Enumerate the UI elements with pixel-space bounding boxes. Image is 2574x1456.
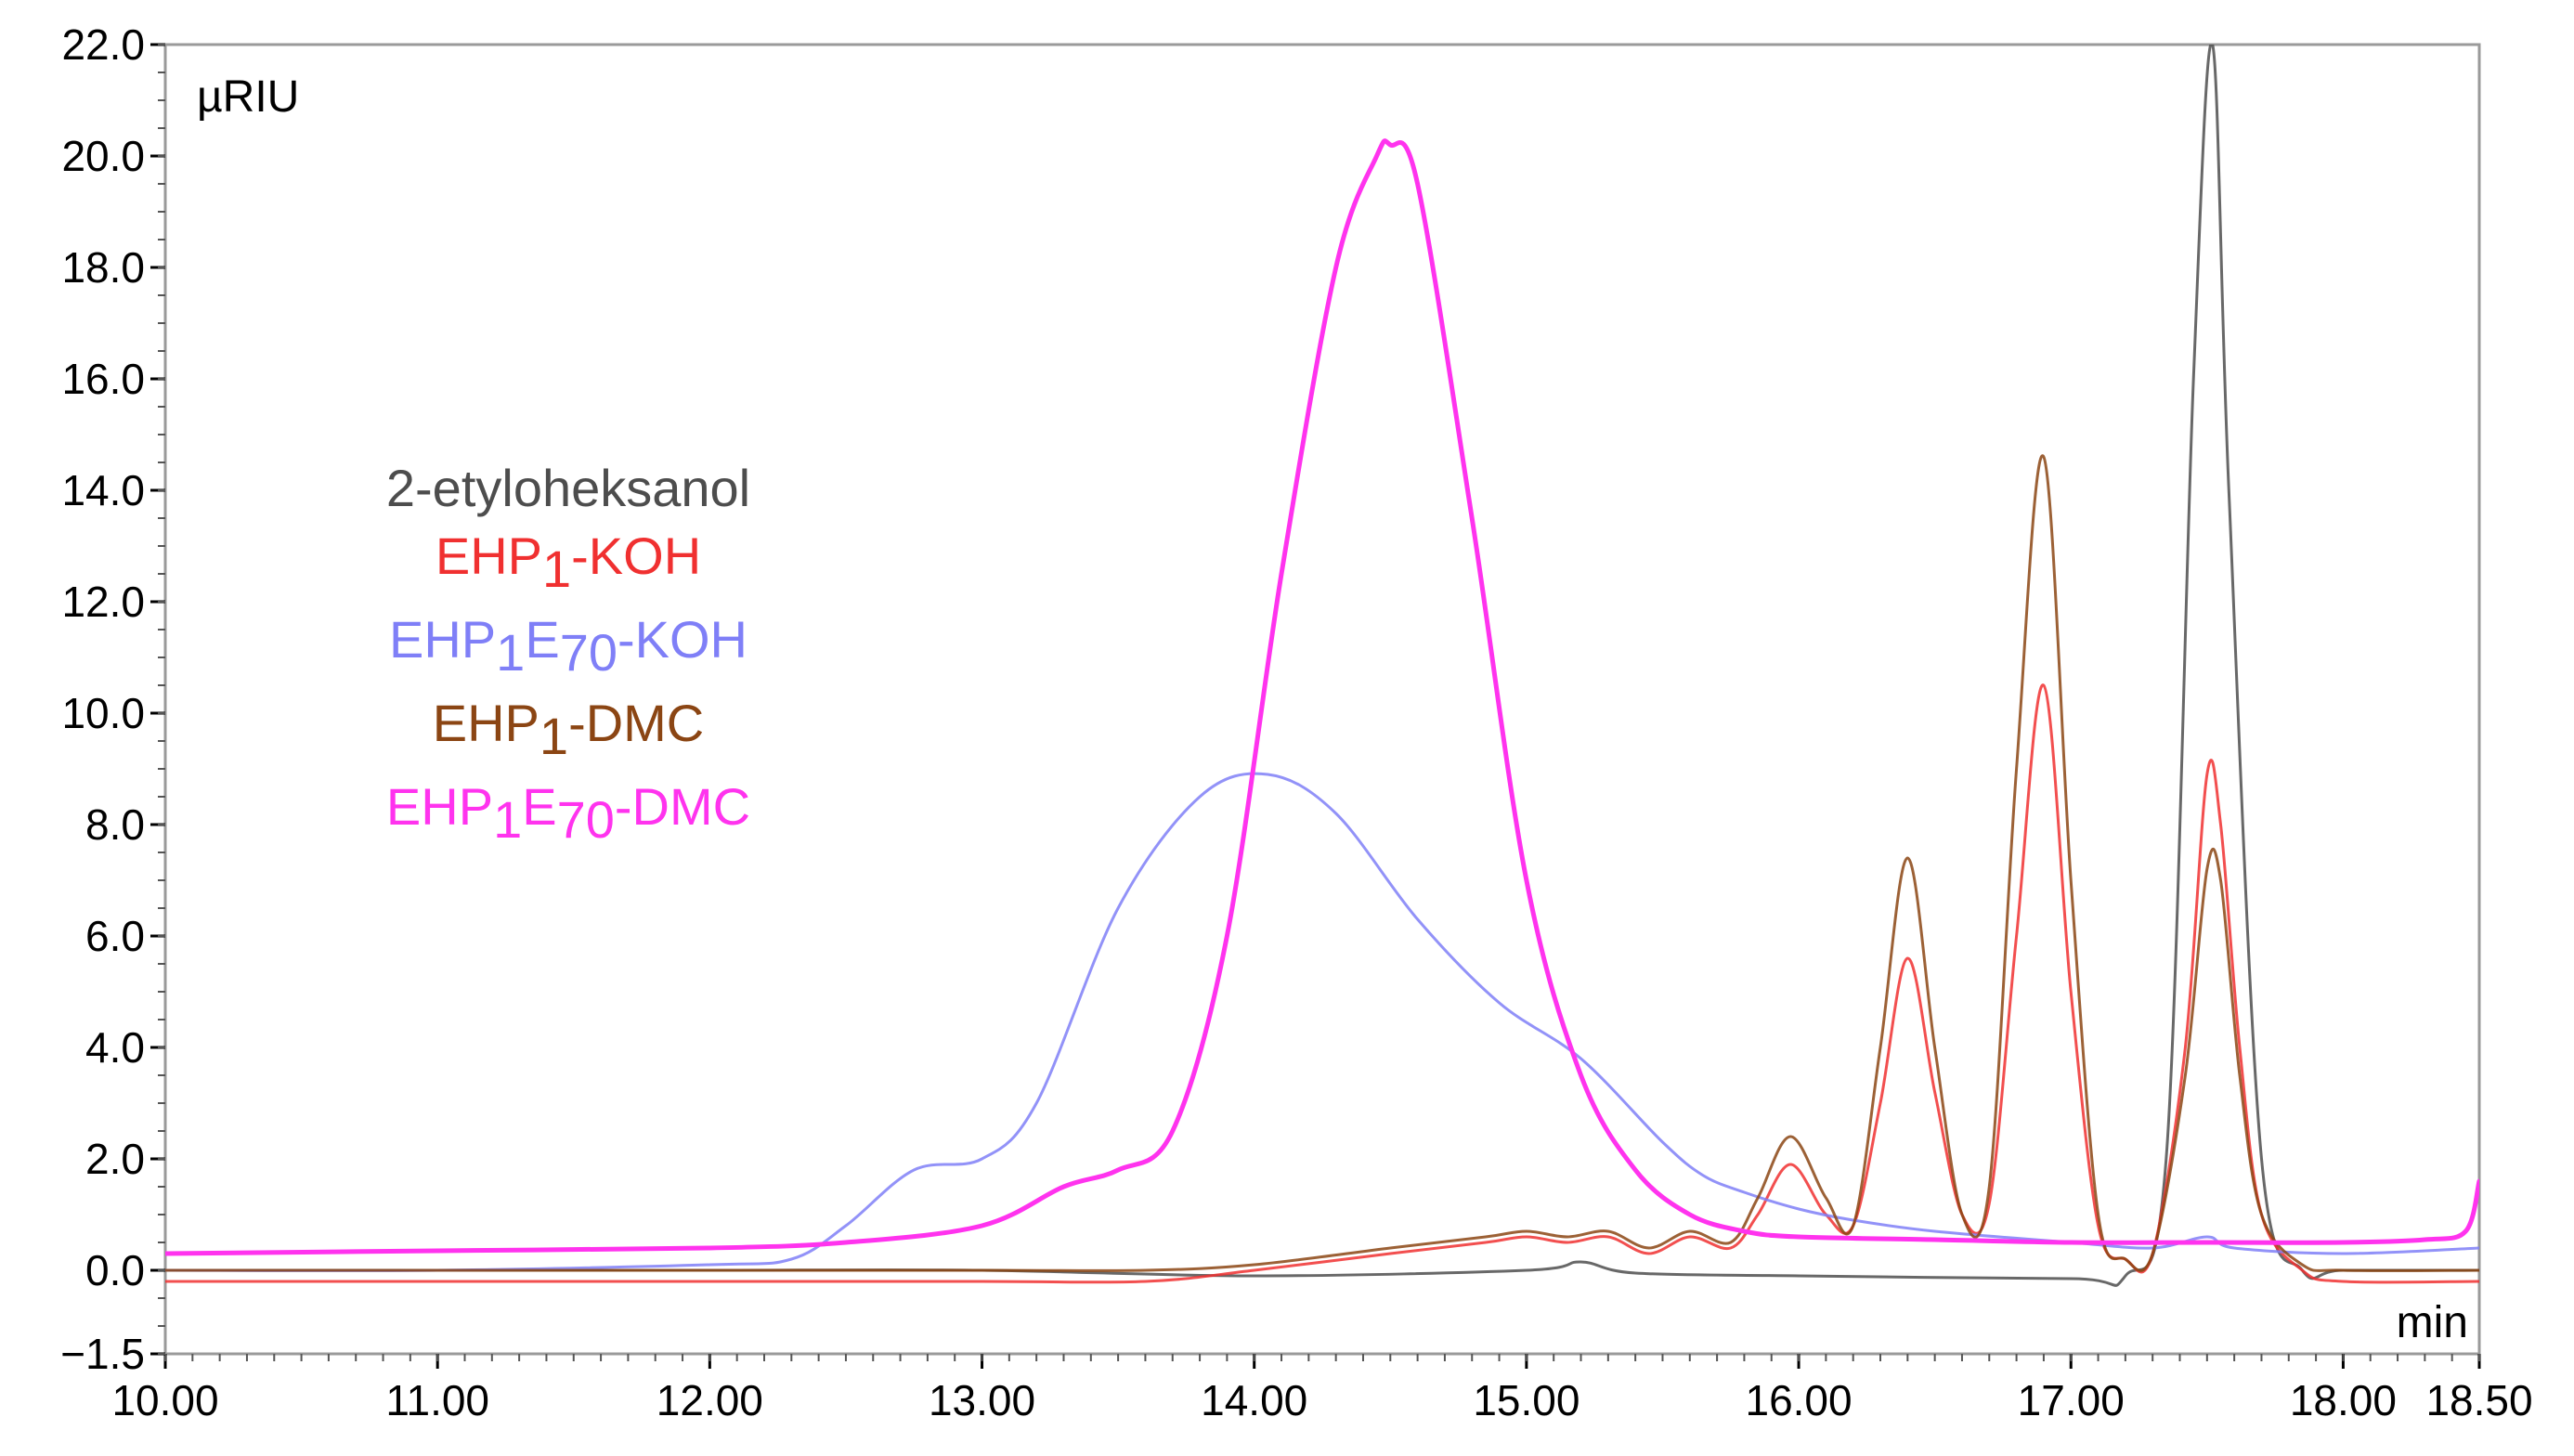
y-axis-ticks: 22.0 20.0 18.0 16.0 14.0 12.0 10.0 8.0 6.0 4.0 2.0…: [60, 20, 165, 1378]
legend-text-part: 70: [557, 790, 615, 849]
x-tick-label: 10.00: [111, 1376, 218, 1424]
x-tick-label: 11.00: [385, 1376, 489, 1424]
legend-text-part: 70: [560, 623, 618, 682]
legend-entry-ehp1e70-koh: EHP1E70-KOH: [389, 610, 748, 682]
y-tick-label: 22.0: [61, 20, 145, 69]
series-line-ehp1-koh: [165, 683, 2479, 1284]
y-tick-label: 12.0: [61, 578, 145, 626]
x-tick-label: 14.00: [1201, 1376, 1307, 1424]
x-axis-label: min: [2397, 1298, 2468, 1347]
legend-text-part: E: [522, 777, 556, 836]
x-tick-label: 16.00: [1745, 1376, 1852, 1424]
y-tick-label: 2.0: [85, 1135, 145, 1183]
legend-entry-ehp1-dmc: EHP1-DMC: [433, 694, 705, 765]
legend-text-part: 1: [540, 707, 568, 765]
y-tick-label: 14.0: [61, 466, 145, 514]
legend-text-part: 1: [493, 790, 522, 849]
legend-text-part: -DMC: [568, 694, 704, 752]
y-tick-label: 0.0: [85, 1246, 145, 1294]
series-line-ehp1e70-dmc: [165, 138, 2479, 1256]
legend-text-part: -DMC: [615, 777, 750, 836]
legend-text-part: 2-etyloheksanol: [386, 459, 750, 517]
x-tick-label: 18.00: [2290, 1376, 2397, 1424]
x-tick-label: 18.50: [2425, 1376, 2532, 1424]
legend-text-part: EHP: [436, 526, 542, 585]
legend-text-part: 1: [542, 540, 571, 598]
legend-entry-2-etyloheksanol: 2-etyloheksanol: [386, 459, 750, 517]
y-axis-label: µRIU: [197, 72, 299, 122]
y-tick-label: 16.0: [61, 355, 145, 403]
legend-entry-ehp1-koh: EHP1-KOH: [436, 526, 701, 598]
y-tick-label: 10.0: [61, 689, 145, 737]
y-tick-label: 4.0: [85, 1023, 145, 1072]
legend-text-part: EHP: [386, 777, 493, 836]
legend-entry-ehp1e70-dmc: EHP1E70-DMC: [386, 777, 750, 849]
legend-text-part: 1: [496, 623, 525, 682]
legend-text-part: EHP: [433, 694, 540, 752]
legend-text-part: EHP: [389, 610, 496, 669]
y-tick-label: 8.0: [85, 800, 145, 849]
series-layer: [165, 45, 2479, 1287]
y-tick-label: 18.0: [61, 243, 145, 292]
axes: [163, 43, 2481, 1356]
x-tick-label: 12.00: [656, 1376, 763, 1424]
legend-text-part: -KOH: [618, 610, 748, 669]
x-tick-label: 15.00: [1473, 1376, 1580, 1424]
legend: 2-etyloheksanolEHP1-KOHEHP1E70-KOHEHP1-D…: [386, 459, 750, 849]
x-tick-label: 13.00: [929, 1376, 1035, 1424]
series-line-ehp1-dmc: [165, 454, 2479, 1272]
plot-frame: [163, 43, 2481, 1356]
x-axis-ticks: 10.00 11.00 12.00 13.00 14.00 15.00 16.00 17.00…: [111, 1354, 2533, 1424]
y-tick-label: 6.0: [85, 912, 145, 960]
y-tick-label: −1.5: [60, 1330, 145, 1378]
legend-text-part: E: [525, 610, 559, 669]
y-tick-label: 20.0: [61, 132, 145, 180]
x-tick-label: 17.00: [2018, 1376, 2125, 1424]
legend-text-part: -KOH: [571, 526, 701, 585]
